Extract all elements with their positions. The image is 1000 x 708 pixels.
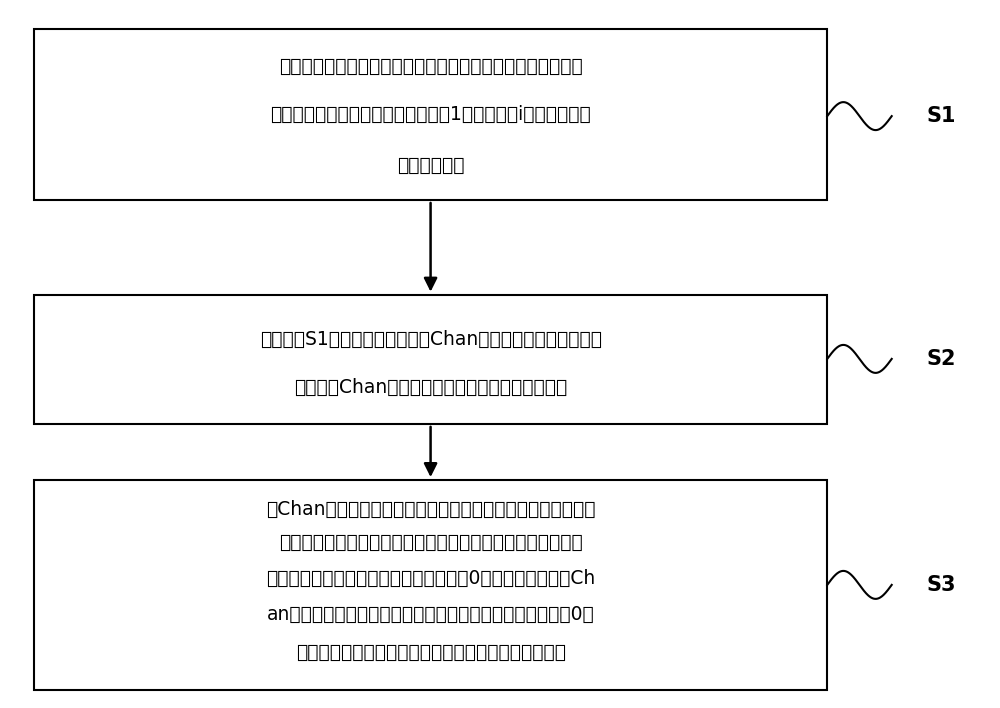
FancyBboxPatch shape bbox=[34, 480, 827, 690]
Text: 所述到达距离差为目标位置分别与第1个基站与第i个基站的距离: 所述到达距离差为目标位置分别与第1个基站与第i个基站的距离 bbox=[270, 105, 591, 124]
Text: 确定各个基站的位置、到达距离差测量值、测量误差的方差、: 确定各个基站的位置、到达距离差测量值、测量误差的方差、 bbox=[279, 57, 582, 76]
FancyBboxPatch shape bbox=[34, 295, 827, 424]
Text: an氏算法的结果为目标位置的最终坐标；若行列式的值不为0，: an氏算法的结果为目标位置的最终坐标；若行列式的值不为0， bbox=[267, 605, 594, 624]
Text: 二乘得到Chan氏算法计算到的目标位置的初步坐标: 二乘得到Chan氏算法计算到的目标位置的初步坐标 bbox=[294, 378, 567, 397]
Text: S1: S1 bbox=[927, 106, 956, 126]
Text: 的差的测量值: 的差的测量值 bbox=[397, 156, 464, 176]
Text: 根据步骤S1确定的各参数，使用Chan氏算法进行两次加权最小: 根据步骤S1确定的各参数，使用Chan氏算法进行两次加权最小 bbox=[260, 331, 602, 349]
FancyBboxPatch shape bbox=[34, 28, 827, 200]
Text: 海森矩阵的行列式的值，若行列式的值为0，迭代结束，返回Ch: 海森矩阵的行列式的值，若行列式的值为0，迭代结束，返回Ch bbox=[266, 569, 595, 588]
Text: 以Chan氏算法计算到的目标位置的初步坐标为初始点，使用牛: 以Chan氏算法计算到的目标位置的初步坐标为初始点，使用牛 bbox=[266, 500, 595, 519]
Text: S3: S3 bbox=[927, 575, 956, 595]
Text: S2: S2 bbox=[927, 349, 956, 369]
Text: 牛顿法迭代收敛至最小值时，得到目标位置的最终坐标: 牛顿法迭代收敛至最小值时，得到目标位置的最终坐标 bbox=[296, 643, 566, 661]
Text: 顿法进行迭代计算，每一步迭代计算时，判断当前迭代坐标的: 顿法进行迭代计算，每一步迭代计算时，判断当前迭代坐标的 bbox=[279, 533, 582, 552]
